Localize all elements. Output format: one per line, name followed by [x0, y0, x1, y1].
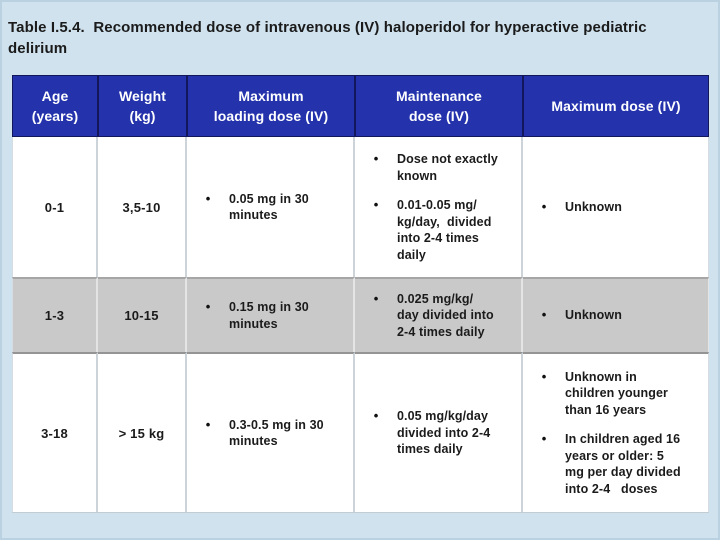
bullet-icon: •: [205, 190, 211, 206]
column-header-maximum-dose: Maximum dose (IV): [523, 75, 709, 137]
list-item: • 0.025 mg/kg/ day divided into 2-4 time…: [370, 291, 517, 341]
dose-text: 0.05 mg in 30 minutes: [229, 191, 309, 223]
list-item: • 0.01-0.05 mg/ kg/day, divided into 2-4…: [370, 197, 517, 263]
bullet-icon: •: [373, 151, 379, 166]
haloperidol-dose-table: Age (years) Weight (kg) Maximum loading …: [12, 75, 709, 513]
list-item: • Unknown in children younger than 16 ye…: [538, 369, 704, 419]
list-item: • 0.3-0.5 mg in 30 minutes: [202, 417, 349, 450]
cell-weight: > 15 kg: [98, 352, 187, 512]
cell-age: 0-1: [12, 137, 98, 277]
bullet-icon: •: [373, 408, 379, 424]
dose-text: 0.05 mg/kg/day divided into 2-4 times da…: [397, 409, 491, 457]
column-header-age: Age (years): [12, 75, 98, 137]
column-header-weight: Weight (kg): [98, 75, 187, 137]
dose-text: 0.025 mg/kg/ day divided into 2-4 times …: [397, 291, 494, 339]
bullet-icon: •: [373, 197, 379, 212]
dose-text: 0.01-0.05 mg/ kg/day, divided into 2-4 t…: [397, 198, 492, 262]
cell-age: 3-18: [12, 352, 98, 512]
bullet-icon: •: [541, 198, 547, 214]
dose-text: 0.3-0.5 mg in 30 minutes: [229, 417, 324, 449]
dose-text: Unknown: [565, 199, 622, 214]
bullet-icon: •: [205, 299, 211, 314]
cell-loading-dose: • 0.05 mg in 30 minutes: [187, 137, 355, 277]
list-item: • Unknown: [538, 307, 704, 324]
dose-text: Dose not exactly known: [397, 152, 498, 183]
list-item: • In children aged 16 years or older: 5 …: [538, 431, 704, 497]
bullet-icon: •: [541, 307, 547, 323]
column-header-loading-dose: Maximum loading dose (IV): [187, 75, 355, 137]
cell-loading-dose: • 0.3-0.5 mg in 30 minutes: [187, 352, 355, 512]
dose-text: Unknown: [565, 308, 622, 323]
cell-weight: 10-15: [98, 277, 187, 352]
dose-text: 0.15 mg in 30 minutes: [229, 300, 309, 331]
list-item: • Unknown: [538, 199, 704, 216]
list-item: • 0.15 mg in 30 minutes: [202, 299, 349, 332]
table-caption: Table I.5.4. Recommended dose of intrave…: [8, 19, 647, 58]
list-item: • Dose not exactly known: [370, 151, 517, 184]
column-header-maintenance-dose: Maintenance dose (IV): [355, 75, 523, 137]
cell-age: 1-3: [12, 277, 98, 352]
cell-maintenance-dose: • 0.05 mg/kg/day divided into 2-4 times …: [355, 352, 523, 512]
bullet-icon: •: [541, 368, 547, 384]
dose-text: Unknown in children younger than 16 year…: [565, 369, 669, 417]
cell-maximum-dose: • Unknown: [523, 277, 709, 352]
cell-maintenance-dose: • 0.025 mg/kg/ day divided into 2-4 time…: [355, 277, 523, 352]
bullet-icon: •: [205, 416, 211, 432]
list-item: • 0.05 mg/kg/day divided into 2-4 times …: [370, 408, 517, 458]
cell-maintenance-dose: • Dose not exactly known • 0.01-0.05 mg/…: [355, 137, 523, 277]
cell-loading-dose: • 0.15 mg in 30 minutes: [187, 277, 355, 352]
cell-maximum-dose: • Unknown: [523, 137, 709, 277]
bullet-icon: •: [541, 431, 547, 447]
dose-text: In children aged 16 years or older: 5 mg…: [565, 432, 681, 496]
bullet-icon: •: [373, 290, 379, 306]
cell-weight: 3,5-10: [98, 137, 187, 277]
cell-maximum-dose: • Unknown in children younger than 16 ye…: [523, 352, 709, 512]
list-item: • 0.05 mg in 30 minutes: [202, 191, 349, 224]
